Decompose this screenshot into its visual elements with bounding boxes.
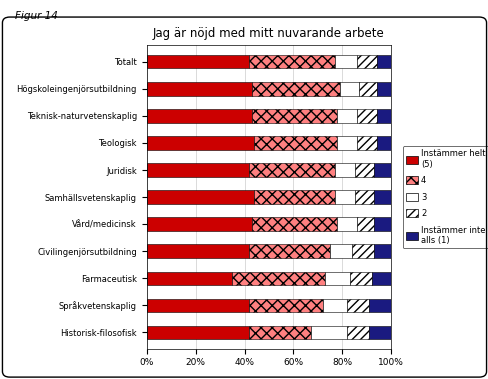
Title: Jag är nöjd med mitt nuvarande arbete: Jag är nöjd med mitt nuvarande arbete: [153, 27, 384, 40]
Bar: [251, 82, 339, 96]
Bar: [376, 109, 390, 123]
Bar: [249, 163, 334, 177]
Bar: [337, 136, 356, 150]
Bar: [346, 299, 368, 312]
Bar: [146, 190, 254, 204]
Bar: [356, 218, 373, 231]
Bar: [249, 244, 329, 258]
Bar: [354, 190, 373, 204]
Bar: [146, 244, 249, 258]
Bar: [146, 163, 249, 177]
Bar: [146, 55, 249, 69]
Bar: [373, 163, 390, 177]
Bar: [146, 299, 249, 312]
Bar: [356, 55, 376, 69]
Bar: [146, 82, 251, 96]
Bar: [232, 271, 325, 285]
Bar: [146, 218, 251, 231]
Bar: [356, 109, 376, 123]
Legend: Instämmer helt
(5), 4, 3, 2, Instämmer inte
alls (1): Instämmer helt (5), 4, 3, 2, Instämmer i…: [402, 146, 488, 248]
Bar: [334, 163, 354, 177]
Bar: [334, 55, 356, 69]
Bar: [356, 136, 376, 150]
Bar: [354, 163, 373, 177]
Bar: [346, 326, 368, 339]
Bar: [376, 55, 390, 69]
Bar: [376, 82, 390, 96]
Bar: [359, 82, 376, 96]
Bar: [351, 244, 373, 258]
Bar: [373, 190, 390, 204]
Bar: [376, 136, 390, 150]
Bar: [251, 109, 337, 123]
Bar: [146, 326, 249, 339]
Bar: [368, 326, 390, 339]
Bar: [322, 299, 346, 312]
Bar: [310, 326, 346, 339]
Bar: [325, 271, 349, 285]
Text: Figur 14: Figur 14: [15, 11, 58, 21]
Bar: [349, 271, 371, 285]
Bar: [249, 299, 322, 312]
Bar: [249, 326, 310, 339]
Bar: [254, 190, 334, 204]
Bar: [146, 109, 251, 123]
Bar: [146, 136, 254, 150]
Bar: [254, 136, 337, 150]
Bar: [251, 218, 337, 231]
Bar: [339, 82, 359, 96]
Bar: [249, 55, 334, 69]
Bar: [334, 190, 354, 204]
Bar: [337, 218, 356, 231]
Bar: [146, 271, 232, 285]
Bar: [373, 244, 390, 258]
Bar: [337, 109, 356, 123]
Bar: [368, 299, 390, 312]
Bar: [371, 271, 390, 285]
Bar: [373, 218, 390, 231]
Bar: [329, 244, 351, 258]
